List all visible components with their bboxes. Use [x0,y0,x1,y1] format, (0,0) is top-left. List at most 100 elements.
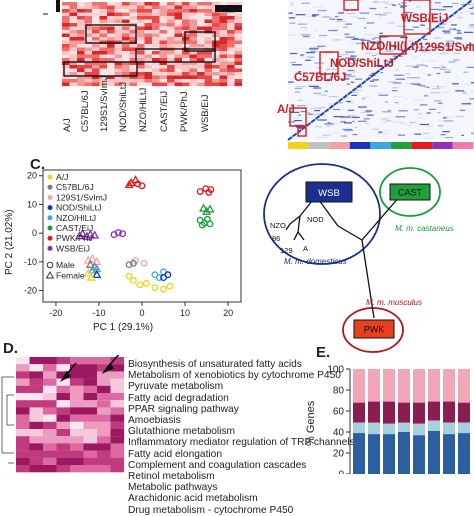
heatmap-cell [204,33,213,38]
matrix-cell [298,114,301,116]
matrix-cell [346,75,356,78]
matrix-cell [377,92,383,94]
heatmap-cell [174,26,183,31]
heatmap-cell [227,65,235,69]
stacked-bar-segment [413,435,425,474]
heatmap-cell [16,465,30,473]
matrix-cell [303,35,310,38]
matrix-cell [288,17,296,19]
matrix-cell [409,83,420,85]
heatmap-cell [77,54,85,59]
heatmap-cell [97,450,111,458]
heatmap-cell [159,79,168,83]
heatmap-cell [129,68,138,73]
stacked-bar-segment [398,432,410,474]
matrix-cell [344,33,350,35]
heatmap-cell [122,65,130,69]
heatmap-cell [159,72,168,76]
matrix-cell [446,42,456,45]
heatmap-cell [62,37,70,41]
heatmap-cell [122,61,130,66]
matrix-cell [377,1,387,3]
label-129: 129S1/SvImJ [418,42,474,54]
heatmap-cell [197,23,205,27]
heatmap-cell [56,364,71,372]
matrix-cell [326,68,337,70]
heatmap-cell [189,65,198,69]
pca-point-female [199,203,209,212]
heatmap-cell [114,51,123,55]
heatmap-cell [144,19,153,24]
heatmap-cell [77,12,85,17]
heatmap-cell [122,68,130,73]
matrix-cell [441,104,445,107]
pca-point-male [138,182,146,190]
heatmap-cell [77,68,85,73]
matrix-cell [363,34,373,36]
heatmap-cell [107,47,115,52]
heatmap-cell [167,23,175,27]
heatmap-cell [107,40,115,45]
matrix-cell [290,52,298,55]
matrix-cell [438,125,444,127]
pathway-label: Metabolism of xenobiotics by cytochrome … [128,370,341,382]
heatmap-cell [114,37,123,41]
heatmap-cell [62,51,70,55]
matrix-cell [440,52,450,54]
heatmap-cell [167,65,175,69]
panel-d-arrows [59,355,120,382]
pca-point-male [151,284,159,292]
stacked-bar-segment [383,434,395,474]
heatmap-cell [99,5,108,10]
matrix-cell [400,6,405,8]
heatmap-cell [70,400,84,408]
matrix-cell [367,6,376,9]
matrix-cell [300,27,308,29]
matrix-cell [345,51,355,53]
pca-point-female [92,269,102,278]
heatmap-cell [189,19,198,24]
pathway-label: PPAR signaling pathway [128,403,239,415]
legend-label: PWK/PhJ [56,233,93,243]
heatmap-cell [137,33,145,38]
heatmap-cell [197,19,205,24]
panel-c-letter: C. [30,156,45,173]
x-tick-label: -20 [49,308,62,318]
matrix-cell [340,135,347,137]
matrix-cell [379,14,387,16]
matrix-cell [444,71,451,73]
heatmap-cell [182,65,190,69]
matrix-cell [319,115,326,117]
pca-point-male [206,220,214,228]
heatmap-cell [97,429,111,437]
diagonal-block [434,24,440,29]
heatmap-cell [16,357,30,365]
matrix-cell [322,134,330,136]
heatmap-cell [167,82,175,87]
heatmap-cell [110,385,125,394]
strain-label: C57BL/6J [80,90,91,132]
matrix-cell [357,106,367,108]
heatmap-cell [16,443,30,451]
heatmap-cell [197,2,205,6]
heatmap-cell [99,79,108,83]
heatmap-cell [92,12,100,17]
heatmap-cell [70,371,84,379]
diagonal-block [374,69,381,75]
matrix-cell [397,134,406,136]
matrix-cell [292,64,302,66]
matrix-cell [469,98,474,100]
cast-box-label: CAST [398,188,423,198]
heatmap-cell [227,40,235,45]
x-tick-label: 10 [180,308,190,318]
heatmap-cell [77,58,85,62]
matrix-cell [383,60,393,62]
heatmap-cell [56,371,71,379]
matrix-cell [384,130,390,132]
heatmap-cell [212,12,220,17]
heatmap-cell [204,51,213,55]
matrix-cell [470,91,474,93]
heatmap-cell [83,364,98,372]
stacked-bar-segment [383,401,395,424]
heatmap-cell [110,429,125,437]
